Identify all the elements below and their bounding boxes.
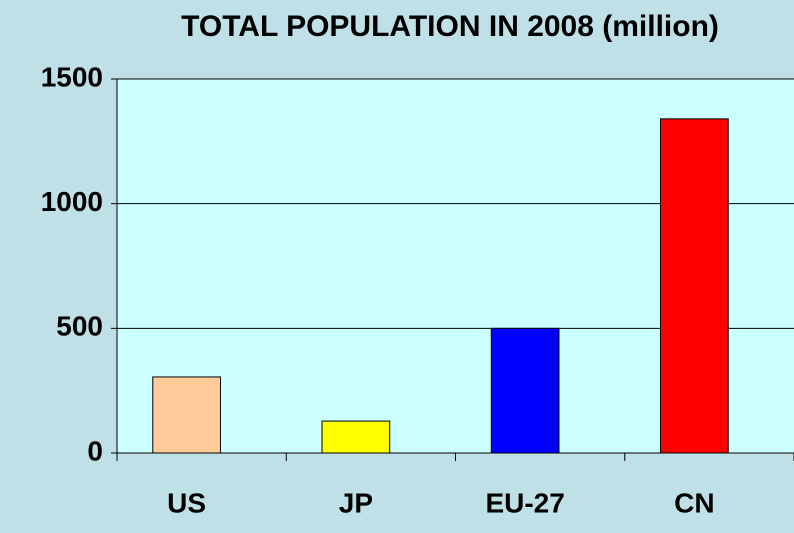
y-tick-label: 1000 — [41, 186, 103, 217]
bar — [321, 420, 391, 454]
bar — [490, 327, 560, 454]
x-tick-label: US — [167, 487, 206, 518]
chart-title: TOTAL POPULATION IN 2008 (million) — [181, 10, 719, 43]
x-tick-label: JP — [339, 487, 373, 518]
x-tick-label: EU-27 — [485, 487, 564, 518]
y-tick-label: 0 — [87, 435, 103, 466]
bar — [660, 118, 729, 454]
bar — [152, 376, 221, 454]
y-tick-label: 1500 — [41, 61, 103, 92]
y-tick-label: 500 — [56, 311, 103, 342]
x-tick-label: CN — [674, 487, 714, 518]
